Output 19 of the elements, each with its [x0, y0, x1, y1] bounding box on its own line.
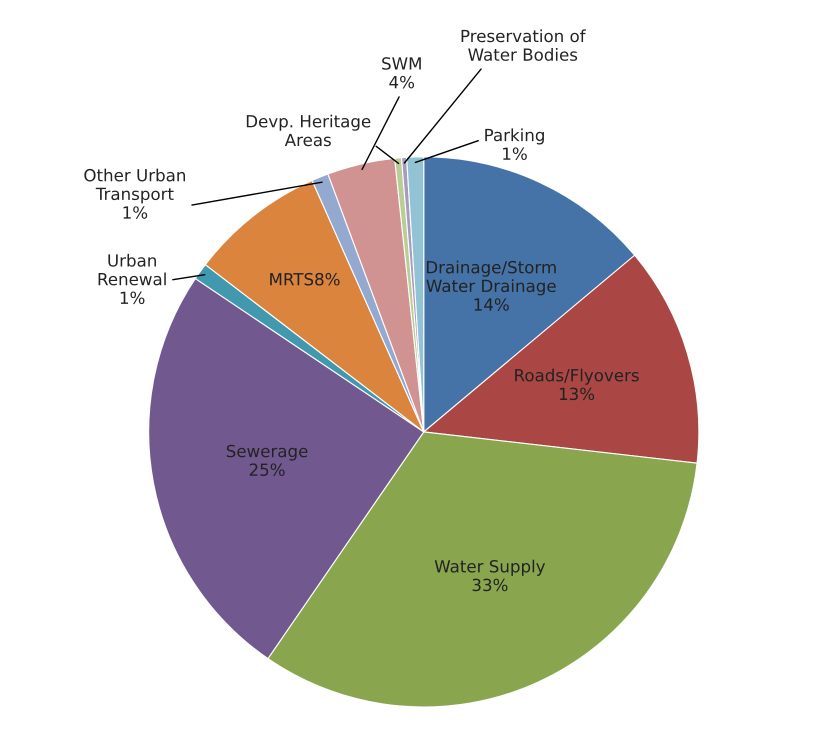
slice-label: Roads/Flyovers — [515, 368, 639, 385]
slice-label: SWM — [382, 57, 421, 70]
slice-label: Water Supply — [434, 560, 546, 576]
data-label: 1% — [124, 206, 148, 219]
data-label: 14% — [474, 298, 509, 311]
slice-label: Sewerage — [226, 444, 308, 461]
data-label: 13% — [560, 388, 594, 400]
data-label: 1% — [120, 291, 144, 304]
slice-label: Other Urban Transport — [84, 168, 186, 204]
data-label: 25% — [250, 463, 285, 476]
slice-label: Drainage/Storm Water Drainage — [426, 260, 556, 296]
slice-label: Devp. Heritage Areas — [246, 114, 370, 146]
slice-label: Urban Renewal — [98, 254, 166, 286]
data-label: 4% — [389, 76, 414, 88]
slice-label: Parking — [485, 128, 544, 145]
data-label: 1% — [503, 147, 527, 160]
slice-label: Preservation of Water Bodies — [462, 29, 586, 61]
data-label: 33% — [472, 578, 508, 592]
slice-label: MRTS8% — [270, 272, 340, 286]
